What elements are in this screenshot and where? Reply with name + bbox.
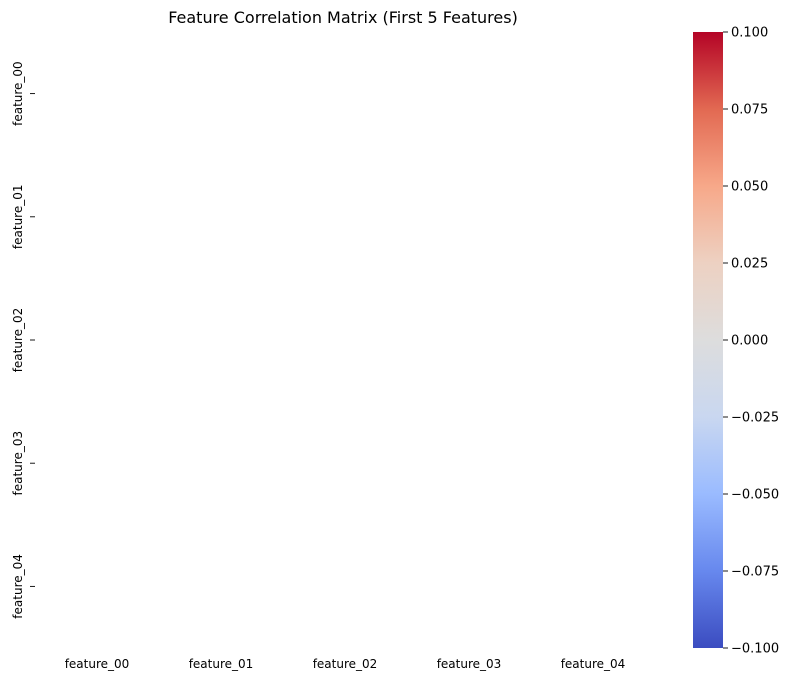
row-tick-label: feature_04: [11, 554, 25, 619]
col-tick-label: feature_04: [561, 657, 626, 671]
heatmap-cell: [159, 278, 283, 401]
heatmap-area: [35, 32, 655, 648]
heatmap-cell: [407, 278, 531, 401]
heatmap-cell: [283, 32, 407, 155]
row-tick-label: feature_01: [11, 185, 25, 250]
heatmap-cell: [35, 278, 159, 401]
colorbar-tick-label: 0.050: [731, 180, 768, 195]
colorbar-tick-label: −0.050: [731, 488, 779, 503]
heatmap-cell: [531, 32, 655, 155]
colorbar-tick-label: −0.025: [731, 411, 779, 426]
colorbar-tick-label: 0.075: [731, 103, 768, 118]
col-tick-label: feature_00: [65, 657, 130, 671]
colorbar-ticks: 0.100 0.075 0.050 0.025 0.000 −0.025 −0.050 −0.…: [723, 26, 779, 657]
colorbar-tick-label: 0.025: [731, 257, 768, 272]
row-tick-label: feature_00: [11, 61, 25, 126]
col-tick-label: feature_03: [437, 657, 502, 671]
heatmap-cell: [407, 32, 531, 155]
heatmap-cell: [35, 32, 159, 155]
heatmap-cell: [35, 402, 159, 525]
heatmap-cell: [283, 402, 407, 525]
heatmap-cell: [407, 402, 531, 525]
chart-title: Feature Correlation Matrix (First 5 Feat…: [168, 8, 518, 27]
heatmap-cell: [531, 155, 655, 278]
heatmap-cell: [35, 155, 159, 278]
colorbar-tick-label: 0.000: [731, 334, 768, 349]
colorbar-gradient: [693, 32, 723, 648]
heatmap-cell: [531, 402, 655, 525]
heatmap-cell: [159, 525, 283, 648]
row-tick-label: feature_03: [11, 431, 25, 496]
colorbar-tick-label: −0.100: [731, 642, 779, 657]
heatmap-cell: [283, 525, 407, 648]
col-ticks: feature_00 feature_01 feature_02 feature_03…: [65, 657, 626, 671]
heatmap-cell: [407, 155, 531, 278]
col-tick-label: feature_01: [189, 657, 254, 671]
colorbar: 0.100 0.075 0.050 0.025 0.000 −0.025 −0.050 −0.…: [693, 26, 779, 657]
heatmap-cell: [159, 402, 283, 525]
heatmap-cell: [283, 278, 407, 401]
heatmap-cell: [531, 278, 655, 401]
col-tick-label: feature_02: [313, 657, 378, 671]
heatmap-cell: [283, 155, 407, 278]
heatmap-cell: [531, 525, 655, 648]
colorbar-tick-label: −0.075: [731, 565, 779, 580]
row-ticks: feature_00 feature_01 feature_02 feature_03…: [11, 61, 35, 619]
heatmap-cell: [407, 525, 531, 648]
heatmap-cell: [35, 525, 159, 648]
heatmap-cell: [159, 32, 283, 155]
heatmap-cell: [159, 155, 283, 278]
row-tick-label: feature_02: [11, 308, 25, 373]
colorbar-tick-label: 0.100: [731, 26, 768, 41]
